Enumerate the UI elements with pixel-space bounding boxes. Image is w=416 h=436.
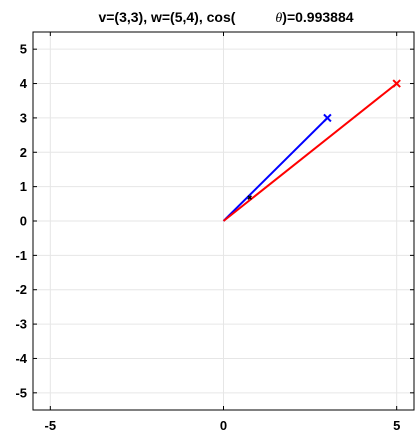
x-tick-label: 0 (220, 418, 227, 433)
x-tick-label: 5 (393, 418, 400, 433)
grid-lines (33, 32, 414, 410)
series-end-marker-1 (392, 79, 401, 88)
series-line-0 (222, 117, 329, 222)
y-tick-label: 5 (20, 42, 27, 57)
ticks: -5 0 5 5 4 3 2 1 0 -1 -2 -3 -4 -5 (15, 32, 414, 433)
series-end-marker-0 (323, 113, 332, 123)
plot-frame (32, 31, 415, 411)
x-tick-label: -5 (45, 418, 57, 433)
y-tick-label: 0 (20, 214, 27, 229)
title-prefix: v=(3,3), w=(5,4), cos( (98, 9, 235, 25)
y-tick-label: 2 (20, 145, 27, 160)
title-suffix: )=0.993884 (282, 9, 353, 25)
y-tick-label: 4 (20, 76, 28, 91)
chart-title: v=(3,3), w=(5,4), cos( θ)=0.993884 (98, 9, 353, 26)
series-line-1 (222, 82, 398, 222)
series-layer (222, 79, 401, 222)
y-tick-label: -4 (15, 351, 27, 366)
y-tick-label: -2 (15, 282, 27, 297)
y-tick-label: -1 (15, 248, 27, 263)
y-tick-label: -3 (15, 317, 27, 332)
projection-point-marker (247, 195, 253, 200)
y-tick-label: 3 (20, 110, 27, 125)
y-tick-label: -5 (15, 385, 27, 400)
title-theta-symbol: θ (275, 11, 282, 26)
y-tick-label: 1 (20, 179, 27, 194)
